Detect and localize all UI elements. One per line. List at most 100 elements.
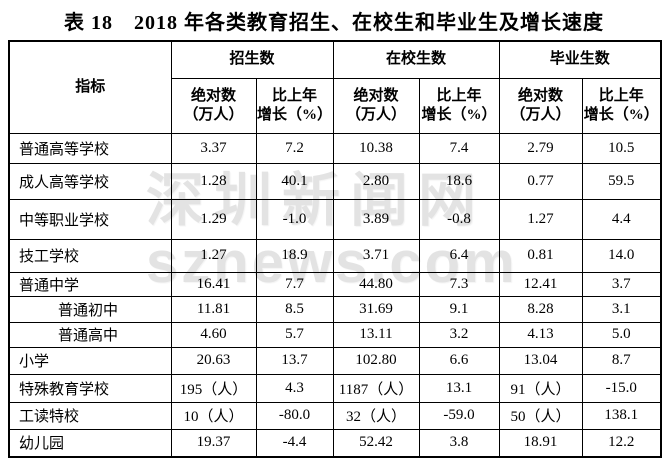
data-cell: 2.80	[332, 162, 420, 200]
sub-header-absolute-graduates: 绝对数 （万人）	[498, 77, 583, 134]
row-label: 幼儿园	[8, 428, 172, 458]
sub-header-growth-students: 比上年 增长（%）	[418, 77, 500, 134]
table-row: 特殊教育学校 195（人） 4.3 1187（人） 13.1 91（人） -15.0	[8, 373, 662, 403]
table-row: 普通高中 4.60 5.7 13.11 3.2 4.13 5.0	[8, 321, 662, 348]
row-label: 中等职业学校	[8, 198, 172, 240]
data-cell: 3.71	[332, 238, 420, 273]
data-cell: 4.3	[255, 373, 334, 403]
data-cell: 3.2	[418, 321, 500, 348]
data-cell: 8.7	[581, 346, 662, 375]
sub-header-absolute-students: 绝对数 （万人）	[332, 77, 420, 134]
data-cell: 4.13	[498, 321, 583, 348]
indicator-column-header: 指标	[8, 40, 172, 134]
data-cell: 4.4	[581, 198, 662, 240]
data-cell: 6.4	[418, 238, 500, 273]
data-cell: 3.8	[418, 428, 500, 458]
data-cell: 9.1	[418, 295, 500, 323]
table-row: 技工学校 1.27 18.9 3.71 6.4 0.81 14.0	[8, 238, 662, 273]
data-cell: 8.5	[255, 295, 334, 323]
data-cell: 91（人）	[498, 373, 583, 403]
data-cell: 16.41	[170, 271, 257, 297]
data-cell: 1.28	[170, 162, 257, 200]
data-cell: 12.2	[581, 428, 662, 458]
table-row: 普通初中 11.81 8.5 31.69 9.1 8.28 3.1	[8, 295, 662, 323]
data-cell: 2.79	[498, 132, 583, 164]
row-label: 工读特校	[8, 401, 172, 430]
page-title: 表 18 2018 年各类教育招生、在校生和毕业生及增长速度	[64, 12, 604, 34]
data-cell: 13.11	[332, 321, 420, 348]
data-cell: 13.1	[418, 373, 500, 403]
data-cell: -59.0	[418, 401, 500, 430]
data-cell: -80.0	[255, 401, 334, 430]
table-row: 成人高等学校 1.28 40.1 2.80 18.6 0.77 59.5	[8, 162, 662, 200]
data-cell: 12.41	[498, 271, 583, 297]
data-cell: 40.1	[255, 162, 334, 200]
data-cell: 195（人）	[170, 373, 257, 403]
table-row: 中等职业学校 1.29 -1.0 3.89 -0.8 1.27 4.4	[8, 198, 662, 240]
table-row: 小学 20.63 13.7 102.80 6.6 13.04 8.7	[8, 346, 662, 375]
data-cell: 3.89	[332, 198, 420, 240]
data-cell: 1.27	[498, 198, 583, 240]
data-cell: 31.69	[332, 295, 420, 323]
row-label: 成人高等学校	[8, 162, 172, 200]
data-cell: 7.2	[255, 132, 334, 164]
data-cell: 3.37	[170, 132, 257, 164]
data-cell: 19.37	[170, 428, 257, 458]
data-cell: 18.9	[255, 238, 334, 273]
data-cell: 5.7	[255, 321, 334, 348]
row-label: 技工学校	[8, 238, 172, 273]
sub-header-growth-graduates: 比上年 增长（%）	[581, 77, 662, 134]
data-cell: 4.60	[170, 321, 257, 348]
data-cell: 13.7	[255, 346, 334, 375]
row-label: 普通高等学校	[8, 132, 172, 164]
data-cell: 8.28	[498, 295, 583, 323]
sub-header-growth-enrollment: 比上年 增长（%）	[255, 77, 334, 134]
table-row: 普通高等学校 3.37 7.2 10.38 7.4 2.79 10.5	[8, 132, 662, 164]
data-cell: 1.29	[170, 198, 257, 240]
data-cell: 18.6	[418, 162, 500, 200]
table-row: 幼儿园 19.37 -4.4 52.42 3.8 18.91 12.2	[8, 428, 662, 458]
education-stats-table: 指标 招生数 在校生数 毕业生数 绝对数 （万人） 比上年 增长（%） 绝对数 …	[8, 40, 663, 458]
table-body: 普通高等学校 3.37 7.2 10.38 7.4 2.79 10.5 成人高等学校 1.28 4…	[8, 132, 662, 458]
row-label: 普通初中	[8, 295, 172, 323]
data-cell: 1187（人）	[332, 373, 420, 403]
data-cell: 7.3	[418, 271, 500, 297]
data-cell: 13.04	[498, 346, 583, 375]
data-cell: 20.63	[170, 346, 257, 375]
data-cell: 0.81	[498, 238, 583, 273]
group-header-students: 在校生数	[332, 40, 500, 79]
data-cell: -15.0	[581, 373, 662, 403]
row-label: 特殊教育学校	[8, 373, 172, 403]
data-cell: 44.80	[332, 271, 420, 297]
data-cell: 59.5	[581, 162, 662, 200]
data-cell: 5.0	[581, 321, 662, 348]
data-cell: 7.4	[418, 132, 500, 164]
data-cell: -0.8	[418, 198, 500, 240]
data-cell: 10（人）	[170, 401, 257, 430]
sub-header-absolute-enrollment: 绝对数 （万人）	[170, 77, 257, 134]
row-label: 小学	[8, 346, 172, 375]
sub-header-row: 绝对数 （万人） 比上年 增长（%） 绝对数 （万人） 比上年 增长（%） 绝对…	[9, 77, 662, 134]
data-cell: 102.80	[332, 346, 420, 375]
group-header-enrollment: 招生数	[170, 40, 334, 79]
data-cell: 52.42	[332, 428, 420, 458]
data-cell: 10.5	[581, 132, 662, 164]
data-cell: 10.38	[332, 132, 420, 164]
data-cell: 18.91	[498, 428, 583, 458]
data-cell: 3.7	[581, 271, 662, 297]
table-row: 工读特校 10（人） -80.0 32（人） -59.0 50（人） 138.1	[8, 401, 662, 430]
data-cell: 0.77	[498, 162, 583, 200]
data-cell: 7.7	[255, 271, 334, 297]
data-cell: 50（人）	[498, 401, 583, 430]
data-cell: -1.0	[255, 198, 334, 240]
data-cell: 3.1	[581, 295, 662, 323]
data-cell: -4.4	[255, 428, 334, 458]
group-header-row: 指标 招生数 在校生数 毕业生数	[8, 40, 662, 134]
data-cell: 6.6	[418, 346, 500, 375]
data-cell: 11.81	[170, 295, 257, 323]
data-cell: 32（人）	[332, 401, 420, 430]
data-cell: 1.27	[170, 238, 257, 273]
data-cell: 138.1	[581, 401, 662, 430]
table-row: 普通中学 16.41 7.7 44.80 7.3 12.41 3.7	[8, 271, 662, 297]
